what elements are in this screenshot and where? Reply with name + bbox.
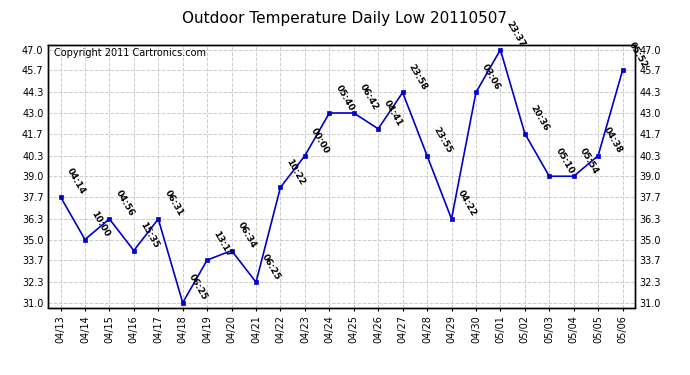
Text: 06:31: 06:31 xyxy=(162,189,184,218)
Text: 05:54: 05:54 xyxy=(578,146,600,176)
Text: 04:38: 04:38 xyxy=(602,126,624,155)
Text: 05:40: 05:40 xyxy=(333,83,355,112)
Text: 23:55: 23:55 xyxy=(431,126,453,155)
Text: 23:58: 23:58 xyxy=(407,62,429,92)
Text: 06:25: 06:25 xyxy=(187,273,209,302)
Text: 20:36: 20:36 xyxy=(529,104,551,133)
Text: 10:00: 10:00 xyxy=(89,210,111,239)
Text: 04:56: 04:56 xyxy=(114,189,136,218)
Text: 04:22: 04:22 xyxy=(455,189,477,218)
Text: 04:14: 04:14 xyxy=(65,166,87,196)
Text: 05:52: 05:52 xyxy=(627,40,649,69)
Text: 06:42: 06:42 xyxy=(358,83,380,112)
Text: 15:35: 15:35 xyxy=(138,220,160,250)
Text: Copyright 2011 Cartronics.com: Copyright 2011 Cartronics.com xyxy=(55,48,206,58)
Text: 06:25: 06:25 xyxy=(260,252,282,281)
Text: 13:17: 13:17 xyxy=(211,230,233,259)
Text: 06:34: 06:34 xyxy=(236,220,258,250)
Text: 05:10: 05:10 xyxy=(553,146,575,176)
Text: 10:22: 10:22 xyxy=(284,158,306,186)
Text: Outdoor Temperature Daily Low 20110507: Outdoor Temperature Daily Low 20110507 xyxy=(182,11,508,26)
Text: 04:41: 04:41 xyxy=(382,99,404,128)
Text: 03:06: 03:06 xyxy=(480,63,502,92)
Text: 00:00: 00:00 xyxy=(309,126,331,155)
Text: 23:37: 23:37 xyxy=(504,20,526,49)
